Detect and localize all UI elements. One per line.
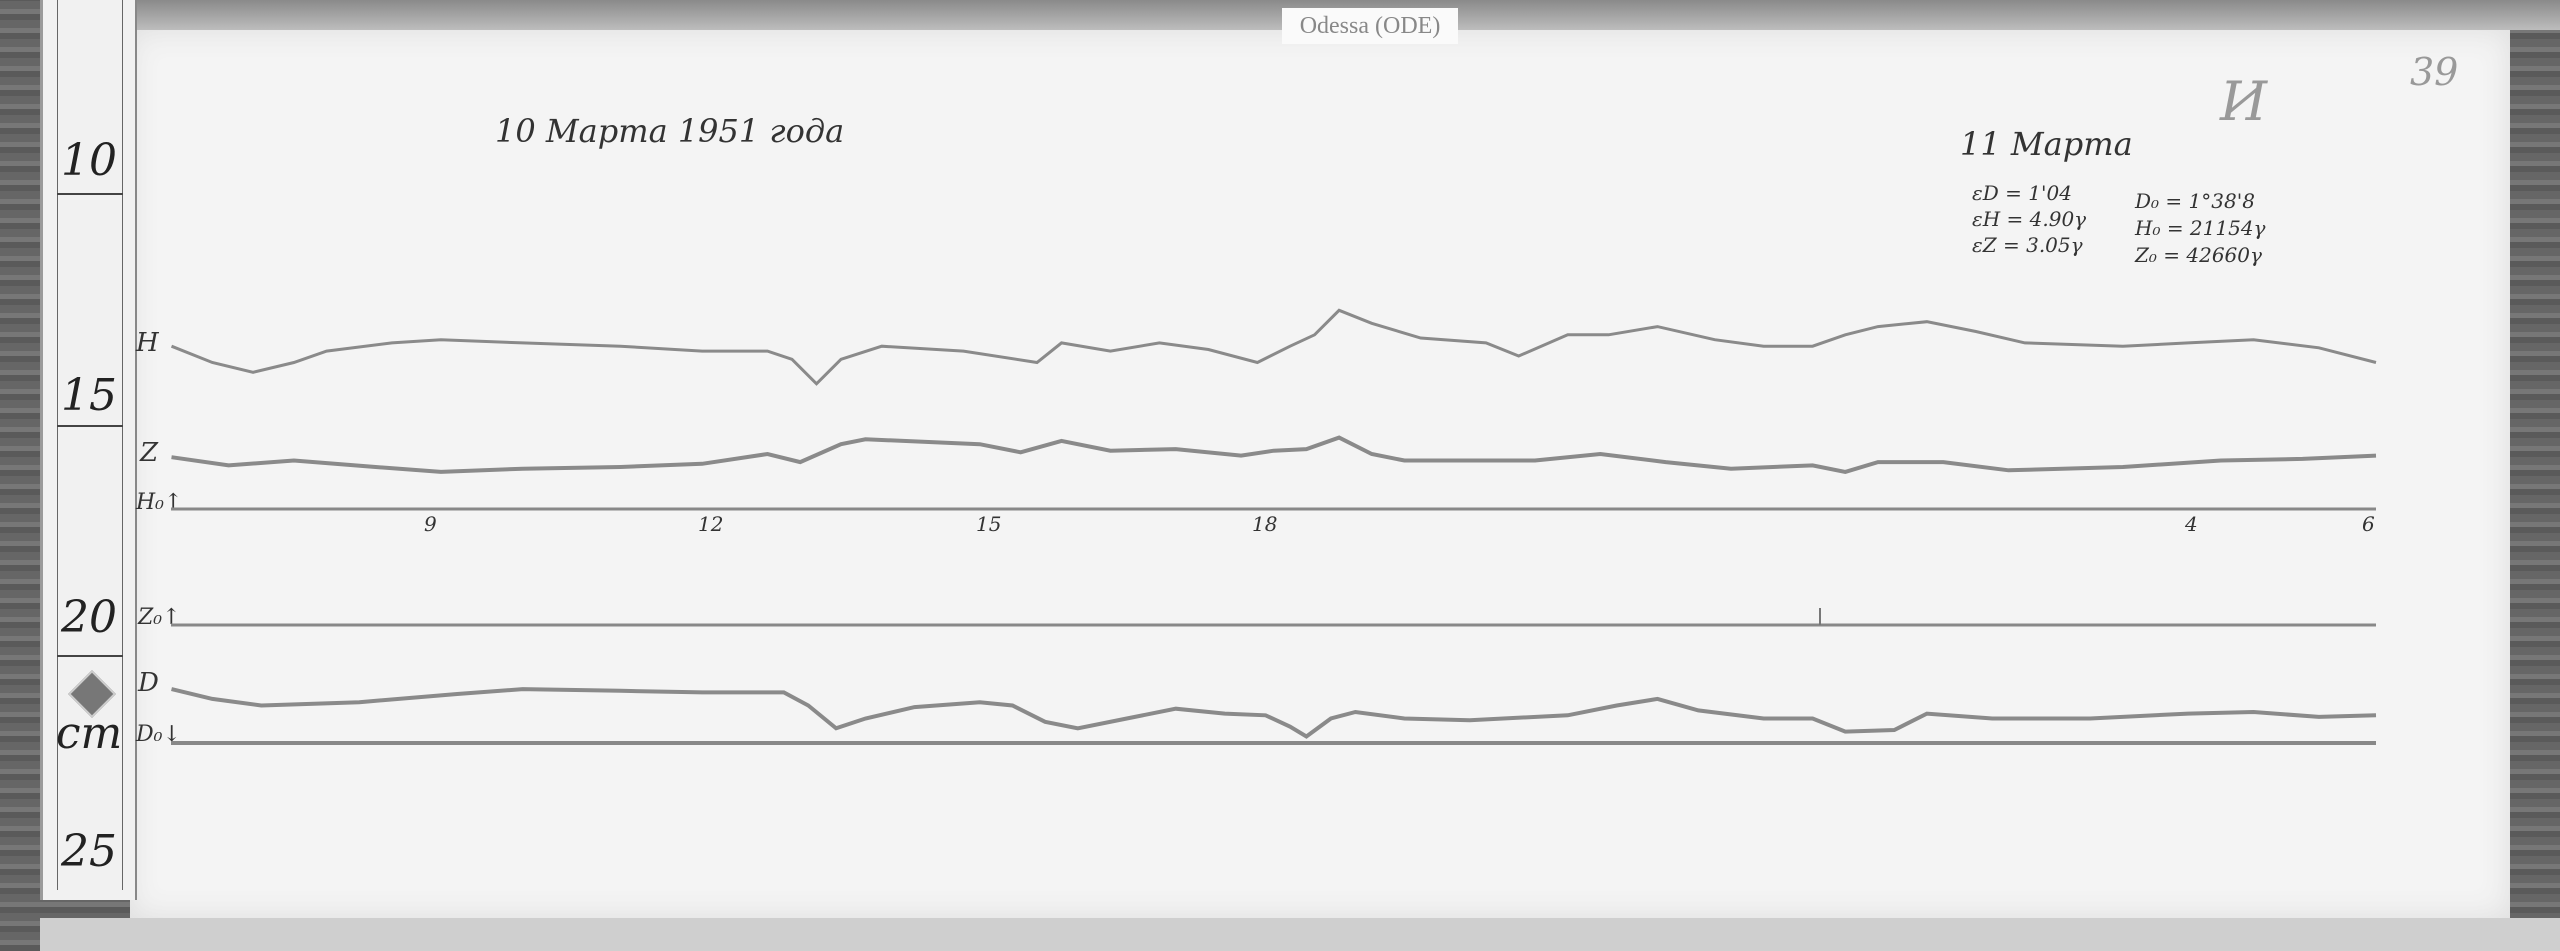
hour-tick-18: 18: [1252, 512, 1278, 536]
label-d: D: [138, 668, 159, 698]
z-trace: [171, 435, 2377, 474]
station-label: Odessa (ODE): [1282, 8, 1458, 44]
hour-tick-9: 9: [424, 512, 437, 536]
constant-z0: Z₀ = 42660γ: [2135, 243, 2262, 267]
constant-eps-z: εZ = 3.05γ: [1972, 233, 2083, 257]
label-h: H: [136, 328, 159, 358]
hour-tick-6: 6: [2362, 512, 2375, 536]
magnetogram-sheet: [130, 30, 2510, 918]
constant-eps-d: εD = 1'04: [1972, 181, 2072, 205]
hour-tick-15: 15: [976, 512, 1002, 536]
constant-eps-h: εH = 4.90γ: [1972, 207, 2087, 231]
h-trace: [170, 308, 2377, 386]
cm-ruler: 10 15 20 cm 25: [40, 0, 137, 900]
constant-h0: H₀ = 21154γ: [2135, 216, 2266, 240]
page-number: 39: [2410, 50, 2459, 94]
date-left: 10 Марта 1951 года: [495, 112, 845, 150]
label-h0: H₀↑: [136, 490, 183, 515]
constant-d0: D₀ = 1°38'8: [2135, 189, 2255, 213]
ruler-mark-25: 25: [61, 826, 117, 877]
hour-tick-12: 12: [698, 512, 724, 536]
ruler-mark-10: 10: [61, 135, 117, 186]
corner-mark: И: [2220, 70, 2268, 133]
bottom-edge-strip: [40, 918, 2560, 951]
ruler-unit: cm: [55, 708, 123, 759]
date-right: 11 Марта: [1960, 125, 2133, 163]
ruler-mark-15: 15: [61, 370, 117, 421]
baseline-constants: D₀ = 1°38'8 H₀ = 21154γ Z₀ = 42660γ: [2135, 188, 2266, 269]
ruler-mark-20: 20: [61, 592, 117, 643]
scale-constants: εD = 1'04 εH = 4.90γ εZ = 3.05γ: [1972, 180, 2086, 258]
d-trace: [171, 687, 2377, 739]
label-z: Z: [140, 438, 159, 468]
hour-tick-4: 4: [2185, 512, 2198, 536]
